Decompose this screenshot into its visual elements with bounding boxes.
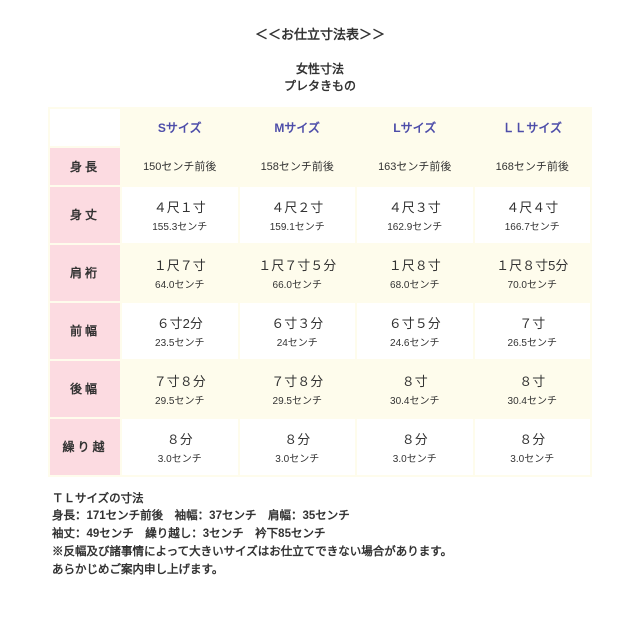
cell: ６寸2分 23.5センチ — [122, 303, 238, 359]
cell: ４尺２寸 159.1センチ — [240, 187, 356, 243]
size-table: Sサイズ Mサイズ Lサイズ ＬＬサイズ 身長150センチ前後158センチ前後1… — [48, 107, 592, 477]
row-header: 後幅 — [50, 361, 120, 417]
notes-block: ＴＬサイズの寸法身長：171センチ前後 袖幅：37センチ 肩幅：35センチ袖丈：… — [48, 491, 592, 580]
table-row: 肩裄１尺７寸64.0センチ１尺７寸５分66.0センチ１尺８寸68.0センチ１尺８… — [50, 245, 590, 301]
cell-primary: ８分 — [284, 432, 310, 447]
cell-primary: １尺７寸 — [154, 258, 206, 273]
cell-primary: ７寸８分 — [154, 374, 206, 389]
cell-primary: ４尺２寸 — [271, 200, 323, 215]
cell-secondary: 155.3センチ — [124, 218, 236, 233]
cell: ４尺３寸 162.9センチ — [357, 187, 473, 243]
table-row: 前幅 ６寸2分 23.5センチ ６寸３分 24センチ ６寸５分 24.6センチ ７寸 26.5セ… — [50, 303, 590, 359]
cell-secondary: 70.0センチ — [477, 276, 589, 291]
row-header: 身長 — [50, 148, 120, 185]
cell-primary: １尺７寸５分 — [258, 258, 336, 273]
cell: ７寸８分 29.5センチ — [122, 361, 238, 417]
table-header-row: Sサイズ Mサイズ Lサイズ ＬＬサイズ — [50, 109, 590, 146]
cell-primary: ６寸３分 — [271, 316, 323, 331]
row-header: 肩裄 — [50, 245, 120, 301]
cell-secondary: 66.0センチ — [242, 276, 354, 291]
page-title: ＜＜お仕立寸法表＞＞ — [48, 24, 592, 43]
cell: 168センチ前後 — [475, 148, 591, 185]
table-row: 後幅 ７寸８分 29.5センチ ７寸８分 29.5センチ ８寸 30.4センチ ８寸 30.4セ… — [50, 361, 590, 417]
note-line: あらかじめご案内申し上げます。 — [52, 562, 592, 580]
cell-secondary: 30.4センチ — [359, 392, 471, 407]
cell-secondary: 3.0センチ — [124, 450, 236, 465]
cell-primary: ６寸５分 — [389, 316, 441, 331]
col-header: Lサイズ — [357, 109, 473, 146]
note-line: 身長：171センチ前後 袖幅：37センチ 肩幅：35センチ — [52, 508, 592, 526]
cell: ８分 3.0センチ — [475, 419, 591, 475]
cell: ８分 3.0センチ — [240, 419, 356, 475]
row-header: 身丈 — [50, 187, 120, 243]
note-line: ＴＬサイズの寸法 — [52, 491, 592, 509]
cell-primary: ４尺３寸 — [389, 200, 441, 215]
page-subtitle: 女性寸法 プレタきもの — [48, 61, 592, 95]
cell: ８寸 30.4センチ — [357, 361, 473, 417]
table-row: 身丈４尺１寸155.3センチ４尺２寸159.1センチ４尺３寸162.9センチ４尺… — [50, 187, 590, 243]
cell: ６寸３分 24センチ — [240, 303, 356, 359]
cell-secondary: 24.6センチ — [359, 334, 471, 349]
cell-primary: ８寸 — [519, 374, 545, 389]
cell-primary: ４尺４寸 — [506, 200, 558, 215]
cell-secondary: 3.0センチ — [242, 450, 354, 465]
cell-secondary: 3.0センチ — [359, 450, 471, 465]
table-row: 身長150センチ前後158センチ前後163センチ前後168センチ前後 — [50, 148, 590, 185]
cell-secondary: 166.7センチ — [477, 218, 589, 233]
subtitle-line1: 女性寸法 — [296, 62, 344, 76]
note-line: 袖丈：49センチ 繰り越し：3センチ 衿下85センチ — [52, 526, 592, 544]
cell-secondary: 3.0センチ — [477, 450, 589, 465]
cell-secondary: 159.1センチ — [242, 218, 354, 233]
cell: １尺７寸 64.0センチ — [122, 245, 238, 301]
table-row: 繰り越 ８分 3.0センチ ８分 3.0センチ ８分 3.0センチ ８分 3.0センチ — [50, 419, 590, 475]
cell-secondary: 162.9センチ — [359, 218, 471, 233]
cell-secondary: 29.5センチ — [124, 392, 236, 407]
col-header: Sサイズ — [122, 109, 238, 146]
cell: ４尺１寸 155.3センチ — [122, 187, 238, 243]
cell-primary: ８分 — [167, 432, 193, 447]
cell-primary: ８分 — [519, 432, 545, 447]
cell: 163センチ前後 — [357, 148, 473, 185]
cell: ８分 3.0センチ — [122, 419, 238, 475]
cell: １尺８寸 68.0センチ — [357, 245, 473, 301]
cell-primary: ７寸 — [519, 316, 545, 331]
cell: 158センチ前後 — [240, 148, 356, 185]
col-header: Mサイズ — [240, 109, 356, 146]
cell: ６寸５分 24.6センチ — [357, 303, 473, 359]
cell-secondary: 24センチ — [242, 334, 354, 349]
cell-secondary: 64.0センチ — [124, 276, 236, 291]
cell: ８分 3.0センチ — [357, 419, 473, 475]
cell-primary: ７寸８分 — [271, 374, 323, 389]
cell-secondary: 29.5センチ — [242, 392, 354, 407]
note-line: ※反幅及び諸事情によって大きいサイズはお仕立てできない場合があります。 — [52, 544, 592, 562]
cell-primary: ８寸 — [402, 374, 428, 389]
cell: ８寸 30.4センチ — [475, 361, 591, 417]
cell-primary: ６寸2分 — [157, 316, 203, 331]
cell: ７寸 26.5センチ — [475, 303, 591, 359]
row-header: 前幅 — [50, 303, 120, 359]
cell: ７寸８分 29.5センチ — [240, 361, 356, 417]
cell: １尺８寸5分 70.0センチ — [475, 245, 591, 301]
cell-primary: ４尺１寸 — [154, 200, 206, 215]
col-header: ＬＬサイズ — [475, 109, 591, 146]
cell-secondary: 23.5センチ — [124, 334, 236, 349]
cell-primary: １尺８寸5分 — [496, 258, 568, 273]
cell-primary: ８分 — [402, 432, 428, 447]
cell-secondary: 26.5センチ — [477, 334, 589, 349]
cell: 150センチ前後 — [122, 148, 238, 185]
cell-secondary: 30.4センチ — [477, 392, 589, 407]
cell: ４尺４寸 166.7センチ — [475, 187, 591, 243]
corner-cell — [50, 109, 120, 146]
row-header: 繰り越 — [50, 419, 120, 475]
cell: １尺７寸５分 66.0センチ — [240, 245, 356, 301]
subtitle-line2: プレタきもの — [284, 79, 356, 93]
cell-primary: １尺８寸 — [389, 258, 441, 273]
cell-secondary: 68.0センチ — [359, 276, 471, 291]
